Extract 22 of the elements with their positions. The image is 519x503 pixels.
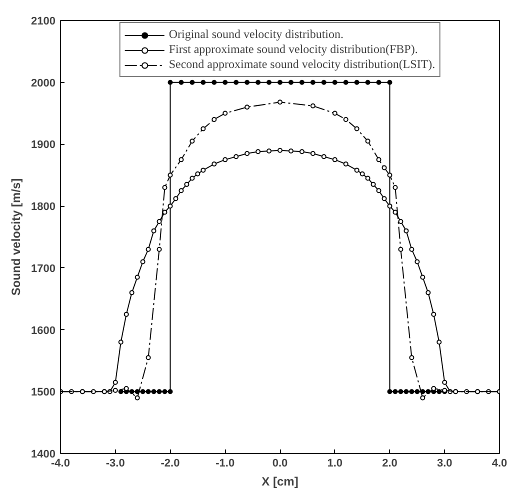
x-tick-label: 2.0 bbox=[382, 458, 398, 470]
y-tick-label: 1500 bbox=[31, 386, 56, 399]
legend-label: Original sound velocity distribution. bbox=[168, 27, 344, 42]
x-tick-label: 0.0 bbox=[272, 458, 288, 470]
y-tick-label: 2000 bbox=[31, 77, 56, 90]
x-tick-label: -3.0 bbox=[106, 458, 125, 470]
y-tick-label: 2100 bbox=[31, 16, 56, 28]
y-tick-label: 1600 bbox=[31, 324, 56, 337]
y-axis-title: Sound velocity [m/s] bbox=[9, 178, 24, 296]
legend-label: First approximate sound velocity distribution(FBP). bbox=[168, 42, 418, 57]
y-tick-label: 1800 bbox=[31, 201, 56, 214]
x-axis-title: X [cm] bbox=[262, 474, 298, 488]
x-tick-label: 3.0 bbox=[436, 458, 452, 470]
x-tick-label: 4.0 bbox=[492, 458, 508, 470]
y-tick-label: 1700 bbox=[31, 262, 56, 275]
x-tick-label: -1.0 bbox=[216, 458, 235, 470]
x-tick-label: 1.0 bbox=[327, 458, 343, 470]
y-tick-label: 1400 bbox=[31, 448, 56, 460]
legend-label: Second approximate sound velocity distribution(LSIT). bbox=[168, 57, 436, 72]
x-tick-label: -2.0 bbox=[160, 458, 180, 470]
x-tick-label: -4.0 bbox=[51, 458, 70, 470]
y-tick-label: 1900 bbox=[31, 139, 56, 152]
